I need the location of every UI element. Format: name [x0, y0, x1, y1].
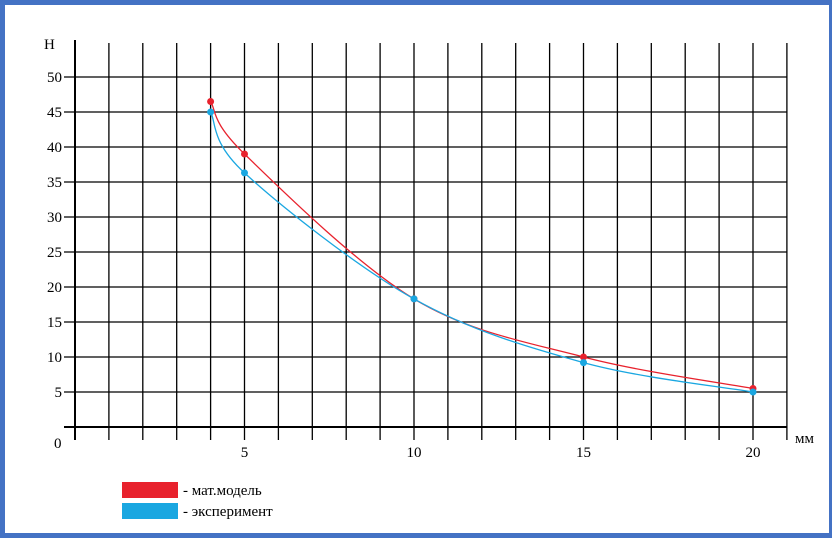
data-point-model [207, 98, 214, 105]
y-tick-label: 25 [47, 245, 62, 261]
x-tick-label: 10 [407, 445, 422, 461]
data-point-experiment [411, 295, 418, 302]
y-tick-label: 45 [47, 105, 62, 121]
x-tick-label: 5 [241, 445, 249, 461]
origin-label: 0 [54, 436, 62, 452]
x-axis-label: мм [795, 431, 814, 447]
y-tick-label: 35 [47, 175, 62, 191]
y-tick-label: 20 [47, 280, 62, 296]
axes [64, 40, 787, 440]
data-point-experiment [241, 169, 248, 176]
legend-label-experiment: - эксперимент [183, 504, 273, 520]
data-point-experiment [580, 359, 587, 366]
data-point-experiment [207, 109, 214, 116]
x-tick-label: 15 [576, 445, 591, 461]
y-tick-label: 5 [55, 385, 63, 401]
grid [64, 43, 787, 440]
x-tick-label: 20 [746, 445, 761, 461]
legend-swatch-model [122, 482, 178, 498]
y-tick-label: 10 [47, 350, 62, 366]
legend-label-model: - мат.модель [183, 483, 262, 499]
legend-swatch-experiment [122, 503, 178, 519]
data-point-experiment [750, 389, 757, 396]
y-tick-label: 40 [47, 140, 62, 156]
data-point-model [241, 151, 248, 158]
tick-labels: 5 10 15 20 25 30 35 40 45 50 5 10 15 20 [47, 70, 761, 461]
y-axis-label: Н [44, 37, 55, 53]
y-tick-label: 30 [47, 210, 62, 226]
y-tick-label: 15 [47, 315, 62, 331]
y-tick-label: 50 [47, 70, 62, 86]
legend: - мат.модель - эксперимент [122, 482, 273, 520]
